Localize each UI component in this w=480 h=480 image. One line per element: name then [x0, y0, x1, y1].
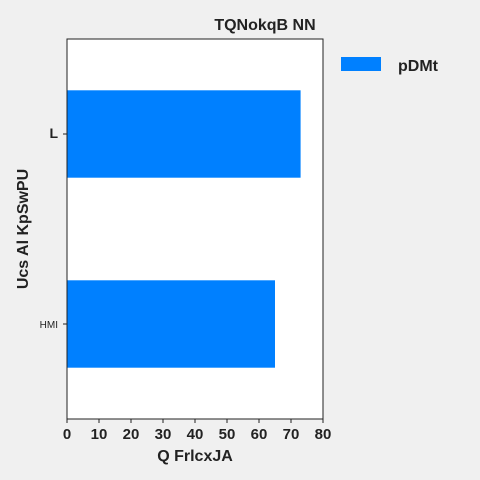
y-axis-label: Ucs Al KpSwPU: [15, 169, 32, 289]
bar-l: [67, 90, 301, 177]
y-tick-label: HMI: [40, 320, 58, 331]
y-axis: L HMI: [40, 125, 67, 331]
x-tick-label: 40: [187, 426, 204, 443]
legend-swatch-pdmt: [341, 57, 381, 71]
x-tick-label: 20: [123, 426, 140, 443]
x-tick-label: 70: [283, 426, 300, 443]
x-tick-label: 50: [219, 426, 236, 443]
x-tick-label: 60: [251, 426, 268, 443]
bar-hmi: [67, 280, 275, 367]
legend-label-pdmt: pDMt: [398, 58, 439, 75]
x-axis: 0 10 20 30 40 50 60 70 80: [63, 419, 332, 443]
y-tick-label: L: [49, 125, 58, 141]
x-tick-label: 30: [155, 426, 172, 443]
x-tick-label: 0: [63, 426, 71, 443]
legend: pDMt: [341, 57, 439, 75]
chart-title: TQNokqB NN: [214, 17, 315, 34]
x-axis-label: Q FrlcxJA: [157, 448, 233, 465]
x-tick-label: 80: [315, 426, 332, 443]
x-tick-label: 10: [91, 426, 108, 443]
